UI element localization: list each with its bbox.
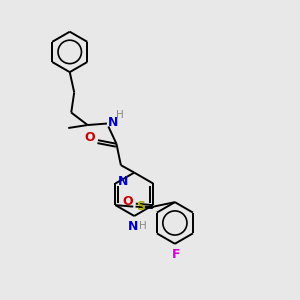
Text: N: N xyxy=(128,220,138,233)
Text: N: N xyxy=(118,175,128,188)
Text: H: H xyxy=(116,110,123,120)
Text: O: O xyxy=(122,195,133,208)
Text: N: N xyxy=(108,116,119,129)
Text: S: S xyxy=(136,200,145,212)
Text: H: H xyxy=(139,221,146,231)
Text: O: O xyxy=(84,131,95,144)
Text: F: F xyxy=(172,248,181,261)
